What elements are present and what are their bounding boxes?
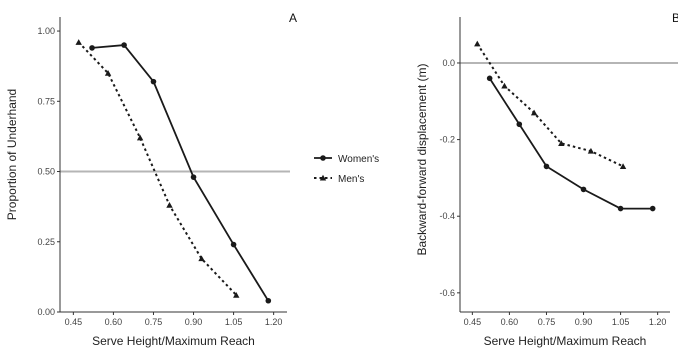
data-point-mens xyxy=(198,255,205,262)
data-point-mens xyxy=(501,82,508,89)
data-point-mens xyxy=(619,163,627,169)
x-tick-label: 0.60 xyxy=(501,317,519,327)
x-ticks-b: 0.45 0.60 0.75 0.90 1.05 1.20 xyxy=(464,312,667,327)
series-group-a xyxy=(75,39,272,304)
data-point-mens xyxy=(530,109,538,116)
data-point-mens xyxy=(474,40,481,47)
x-tick-label: 0.90 xyxy=(575,317,593,327)
data-point-womens xyxy=(190,174,197,180)
y-axis-label-b: Backward-forward displacement (m) xyxy=(415,63,429,255)
series-line-womens xyxy=(91,44,270,302)
data-point-womens xyxy=(580,186,587,193)
x-tick-label: 0.45 xyxy=(464,317,482,327)
data-point-mens xyxy=(558,140,565,146)
legend-label-mens: Men's xyxy=(338,174,364,185)
panel-label-b: B xyxy=(672,11,678,25)
y-tick-label: 0.75 xyxy=(37,96,55,106)
data-point-mens xyxy=(233,291,240,298)
legend-label-womens: Women's xyxy=(338,154,379,165)
data-point-womens xyxy=(89,45,95,51)
panel-b: 0.45 0.60 0.75 0.90 1.05 1.20 0.0 -0.2 -0.4 -0.6… xyxy=(415,11,678,348)
x-tick-label: 0.75 xyxy=(538,317,556,327)
panel-a: 0.45 0.60 0.75 0.90 1.05 1.20 0.00 0.25 0.50 0.7… xyxy=(5,11,297,348)
y-tick-label: 0.0 xyxy=(442,58,455,68)
y-tick-label: -0.4 xyxy=(439,211,455,221)
y-tick-label: 0.25 xyxy=(37,237,55,247)
data-point-mens xyxy=(166,202,173,208)
y-axis-label-a: Proportion of Underhand xyxy=(5,89,19,220)
data-point-mens xyxy=(104,69,112,76)
x-ticks-a: 0.45 0.60 0.75 0.90 1.05 1.20 xyxy=(65,312,283,327)
y-tick-label: 0.00 xyxy=(37,307,55,317)
x-tick-label: 1.20 xyxy=(265,317,283,327)
x-tick-label: 0.75 xyxy=(145,317,163,327)
data-point-mens xyxy=(587,147,595,154)
y-tick-label: -0.2 xyxy=(439,135,455,145)
series-group-b xyxy=(474,40,656,212)
panel-label-a: A xyxy=(289,11,297,25)
data-point-womens xyxy=(121,42,127,48)
y-ticks-b: 0.0 -0.2 -0.4 -0.6 xyxy=(439,58,460,298)
x-tick-label: 1.05 xyxy=(225,317,243,327)
x-tick-label: 0.60 xyxy=(105,317,123,327)
legend-marker-womens xyxy=(320,155,326,161)
data-point-womens xyxy=(230,241,237,248)
data-point-womens xyxy=(150,78,157,85)
x-axis-label-b: Serve Height/Maximum Reach xyxy=(484,334,647,348)
x-tick-label: 1.05 xyxy=(612,317,630,327)
data-point-womens xyxy=(543,163,550,170)
data-point-mens xyxy=(136,134,144,141)
x-axis-label-a: Serve Height/Maximum Reach xyxy=(92,334,255,348)
x-tick-label: 0.90 xyxy=(185,317,203,327)
y-tick-label: 1.00 xyxy=(37,26,55,36)
legend-marker-mens xyxy=(319,174,327,181)
data-point-mens xyxy=(75,39,82,45)
data-point-womens xyxy=(649,205,656,212)
x-tick-label: 0.45 xyxy=(65,317,83,327)
y-tick-label: -0.6 xyxy=(439,288,455,298)
data-point-womens xyxy=(265,297,272,304)
y-tick-label: 0.50 xyxy=(37,167,55,177)
y-ticks-a: 0.00 0.25 0.50 0.75 1.00 xyxy=(37,26,60,317)
series-line-mens xyxy=(77,41,238,296)
legend: Women's Men's xyxy=(314,154,379,185)
series-line-womens xyxy=(488,77,653,210)
data-point-womens xyxy=(617,205,624,212)
series-line-mens xyxy=(476,43,624,168)
data-point-womens xyxy=(516,121,523,128)
data-point-womens xyxy=(486,75,493,82)
x-tick-label: 1.20 xyxy=(649,317,667,327)
